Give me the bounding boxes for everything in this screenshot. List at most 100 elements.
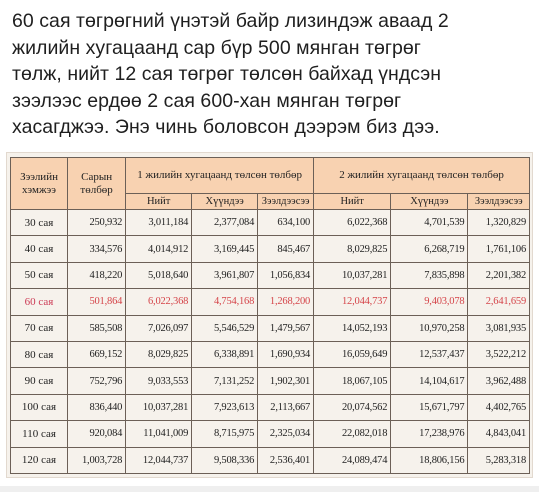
- cell-2y-principal: 4,843,041: [467, 420, 530, 448]
- loan-table-image: Зээлийн хэмжээ Сарын төлбөр 1 жилийн хуг…: [6, 152, 533, 478]
- cell-1y-interest: 9,508,336: [191, 446, 259, 475]
- cell-loan-amount: 110 сая: [9, 420, 69, 448]
- cell-loan-amount: 80 сая: [9, 340, 69, 369]
- cell-1y-interest: 3,169,445: [191, 235, 259, 263]
- cell-monthly-payment: 585,508: [67, 314, 127, 342]
- cell-1y-interest: 4,754,168: [191, 288, 259, 316]
- cell-loan-amount: 60 сая: [9, 288, 69, 316]
- cell-1y-interest: 7,131,252: [191, 367, 259, 395]
- table-row: 50 сая 418,220 5,018,640 3,961,807 1,056,834…: [9, 261, 530, 290]
- cell-2y-principal: 3,081,935: [467, 314, 530, 342]
- cell-1y-total: 5,018,640: [125, 261, 193, 290]
- cell-2y-interest: 14,104,617: [390, 367, 469, 395]
- cell-1y-principal: 1,690,934: [257, 340, 315, 369]
- table-header-row: Зээлийн хэмжээ Сарын төлбөр 1 жилийн хуг…: [9, 157, 530, 210]
- cell-1y-principal: 1,902,301: [257, 367, 315, 395]
- bottom-divider: [0, 486, 539, 492]
- cell-monthly-payment: 418,220: [67, 261, 127, 290]
- cell-loan-amount: 70 сая: [9, 314, 69, 342]
- post-text: 60 сая төгрөгний үнэтэй байр лизиндэж ав…: [12, 10, 449, 139]
- cell-2y-total: 6,022,368: [313, 208, 392, 237]
- cell-1y-interest: 6,338,891: [191, 340, 259, 369]
- cell-1y-interest: 2,377,084: [191, 208, 259, 237]
- cell-loan-amount: 40 сая: [9, 235, 69, 263]
- cell-2y-total: 20,074,562: [313, 393, 392, 422]
- cell-2y-total: 12,044,737: [313, 288, 392, 316]
- cell-1y-total: 9,033,553: [125, 367, 193, 395]
- cell-2y-interest: 10,970,258: [390, 314, 469, 342]
- subheader-interest: Хүүндээ: [191, 193, 259, 210]
- table-row: 60 сая 501,864 6,022,368 4,754,168 1,268,200…: [9, 288, 530, 316]
- cell-2y-interest: 15,671,797: [390, 393, 469, 422]
- cell-1y-interest: 7,923,613: [191, 393, 259, 422]
- loan-payment-table: Зээлийн хэмжээ Сарын төлбөр 1 жилийн хуг…: [9, 157, 530, 475]
- header-loan-amount: Зээлийн хэмжээ: [9, 157, 69, 210]
- cell-2y-interest: 4,701,539: [390, 208, 469, 237]
- subheader-total: Нийт: [313, 193, 392, 210]
- subheader-principal: Зээлдээсээ: [257, 193, 315, 210]
- table-row: 110 сая 920,084 11,041,009 8,715,975 2,325,0…: [9, 420, 530, 448]
- cell-loan-amount: 50 сая: [9, 261, 69, 290]
- cell-loan-amount: 30 сая: [9, 208, 69, 237]
- cell-1y-principal: 1,479,567: [257, 314, 315, 342]
- table-body: 30 сая 250,932 3,011,184 2,377,084 634,100 6,…: [9, 208, 530, 475]
- cell-1y-total: 8,029,825: [125, 340, 193, 369]
- cell-2y-principal: 1,320,829: [467, 208, 530, 237]
- subheader-total: Нийт: [125, 193, 193, 210]
- cell-monthly-payment: 836,440: [67, 393, 127, 422]
- cell-1y-principal: 2,325,034: [257, 420, 315, 448]
- cell-2y-principal: 3,962,488: [467, 367, 530, 395]
- table-row: 100 сая 836,440 10,037,281 7,923,613 2,113,6…: [9, 393, 530, 422]
- cell-1y-principal: 1,268,200: [257, 288, 315, 316]
- cell-1y-total: 4,014,912: [125, 235, 193, 263]
- cell-2y-total: 8,029,825: [313, 235, 392, 263]
- cell-2y-principal: 2,641,659: [467, 288, 530, 316]
- cell-1y-interest: 8,715,975: [191, 420, 259, 448]
- cell-2y-principal: 4,402,765: [467, 393, 530, 422]
- cell-2y-principal: 1,761,106: [467, 235, 530, 263]
- cell-1y-principal: 2,536,401: [257, 446, 315, 475]
- subheader-principal: Зээлдээсээ: [467, 193, 530, 210]
- cell-1y-interest: 3,961,807: [191, 261, 259, 290]
- cell-1y-total: 11,041,009: [125, 420, 193, 448]
- cell-2y-interest: 18,806,156: [390, 446, 469, 475]
- cell-1y-interest: 5,546,529: [191, 314, 259, 342]
- cell-monthly-payment: 501,864: [67, 288, 127, 316]
- cell-2y-interest: 17,238,976: [390, 420, 469, 448]
- cell-2y-principal: 3,522,212: [467, 340, 530, 369]
- table-row: 90 сая 752,796 9,033,553 7,131,252 1,902,301…: [9, 367, 530, 395]
- cell-1y-principal: 845,467: [257, 235, 315, 263]
- header-monthly-payment: Сарын төлбөр: [67, 157, 127, 210]
- cell-2y-interest: 7,835,898: [390, 261, 469, 290]
- cell-monthly-payment: 752,796: [67, 367, 127, 395]
- cell-1y-total: 7,026,097: [125, 314, 193, 342]
- cell-loan-amount: 120 сая: [9, 446, 69, 475]
- cell-monthly-payment: 920,084: [67, 420, 127, 448]
- cell-1y-total: 3,011,184: [125, 208, 193, 237]
- cell-2y-principal: 2,201,382: [467, 261, 530, 290]
- cell-loan-amount: 90 сая: [9, 367, 69, 395]
- cell-monthly-payment: 1,003,728: [67, 446, 127, 475]
- cell-monthly-payment: 334,576: [67, 235, 127, 263]
- cell-1y-principal: 1,056,834: [257, 261, 315, 290]
- cell-2y-interest: 12,537,437: [390, 340, 469, 369]
- cell-1y-principal: 634,100: [257, 208, 315, 237]
- cell-2y-principal: 5,283,318: [467, 446, 530, 475]
- cell-monthly-payment: 669,152: [67, 340, 127, 369]
- cell-2y-total: 24,089,474: [313, 446, 392, 475]
- cell-2y-total: 10,037,281: [313, 261, 392, 290]
- cell-2y-total: 14,052,193: [313, 314, 392, 342]
- cell-1y-total: 10,037,281: [125, 393, 193, 422]
- cell-2y-interest: 9,403,078: [390, 288, 469, 316]
- table-row: 70 сая 585,508 7,026,097 5,546,529 1,479,567…: [9, 314, 530, 342]
- cell-loan-amount: 100 сая: [9, 393, 69, 422]
- table-row: 80 сая 669,152 8,029,825 6,338,891 1,690,934…: [9, 340, 530, 369]
- cell-2y-interest: 6,268,719: [390, 235, 469, 263]
- cell-monthly-payment: 250,932: [67, 208, 127, 237]
- subheader-interest: Хүүндээ: [390, 193, 469, 210]
- table-row: 120 сая 1,003,728 12,044,737 9,508,336 2,536…: [9, 446, 530, 475]
- cell-1y-principal: 2,113,667: [257, 393, 315, 422]
- table-row: 30 сая 250,932 3,011,184 2,377,084 634,100 6,…: [9, 208, 530, 237]
- cell-2y-total: 16,059,649: [313, 340, 392, 369]
- cell-1y-total: 12,044,737: [125, 446, 193, 475]
